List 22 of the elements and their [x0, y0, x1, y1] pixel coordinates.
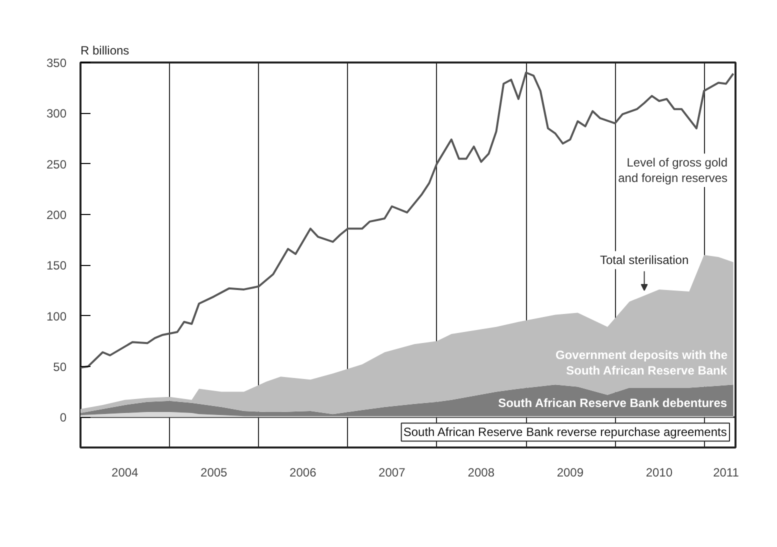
x-tick-label: 2011 — [713, 466, 740, 480]
x-tick-label: 2010 — [646, 466, 673, 480]
x-tick-label: 2006 — [290, 466, 317, 480]
series-label: South African Reserve Bank debentures — [498, 396, 728, 410]
y-tick-label: 100 — [46, 309, 67, 324]
y-tick-label: 300 — [46, 106, 67, 121]
x-tick-label: 2005 — [200, 466, 228, 480]
y-tick-label: 50 — [53, 360, 67, 374]
y-tick-label: 250 — [46, 157, 67, 172]
text: Level of gross gold and foreign reserves — [618, 156, 728, 185]
series-label: Government deposits with the South African Reserve Bank — [555, 348, 728, 378]
y-tick-label: 350 — [46, 56, 67, 70]
y-tick-label: 0 — [60, 410, 67, 425]
x-tick-label: 2008 — [468, 466, 495, 480]
series-label: South African Reserve Bank reverse repurchase agreements — [403, 425, 727, 440]
x-tick-label: 2009 — [556, 466, 584, 480]
annotation: Total sterilisation — [600, 253, 689, 268]
y-axis-title: R billions — [80, 44, 130, 58]
x-tick-label: 2004 — [112, 466, 139, 480]
y-tick-label: 150 — [46, 258, 67, 273]
x-tick-label: 2007 — [378, 466, 406, 480]
y-tick-label: 200 — [46, 208, 67, 222]
